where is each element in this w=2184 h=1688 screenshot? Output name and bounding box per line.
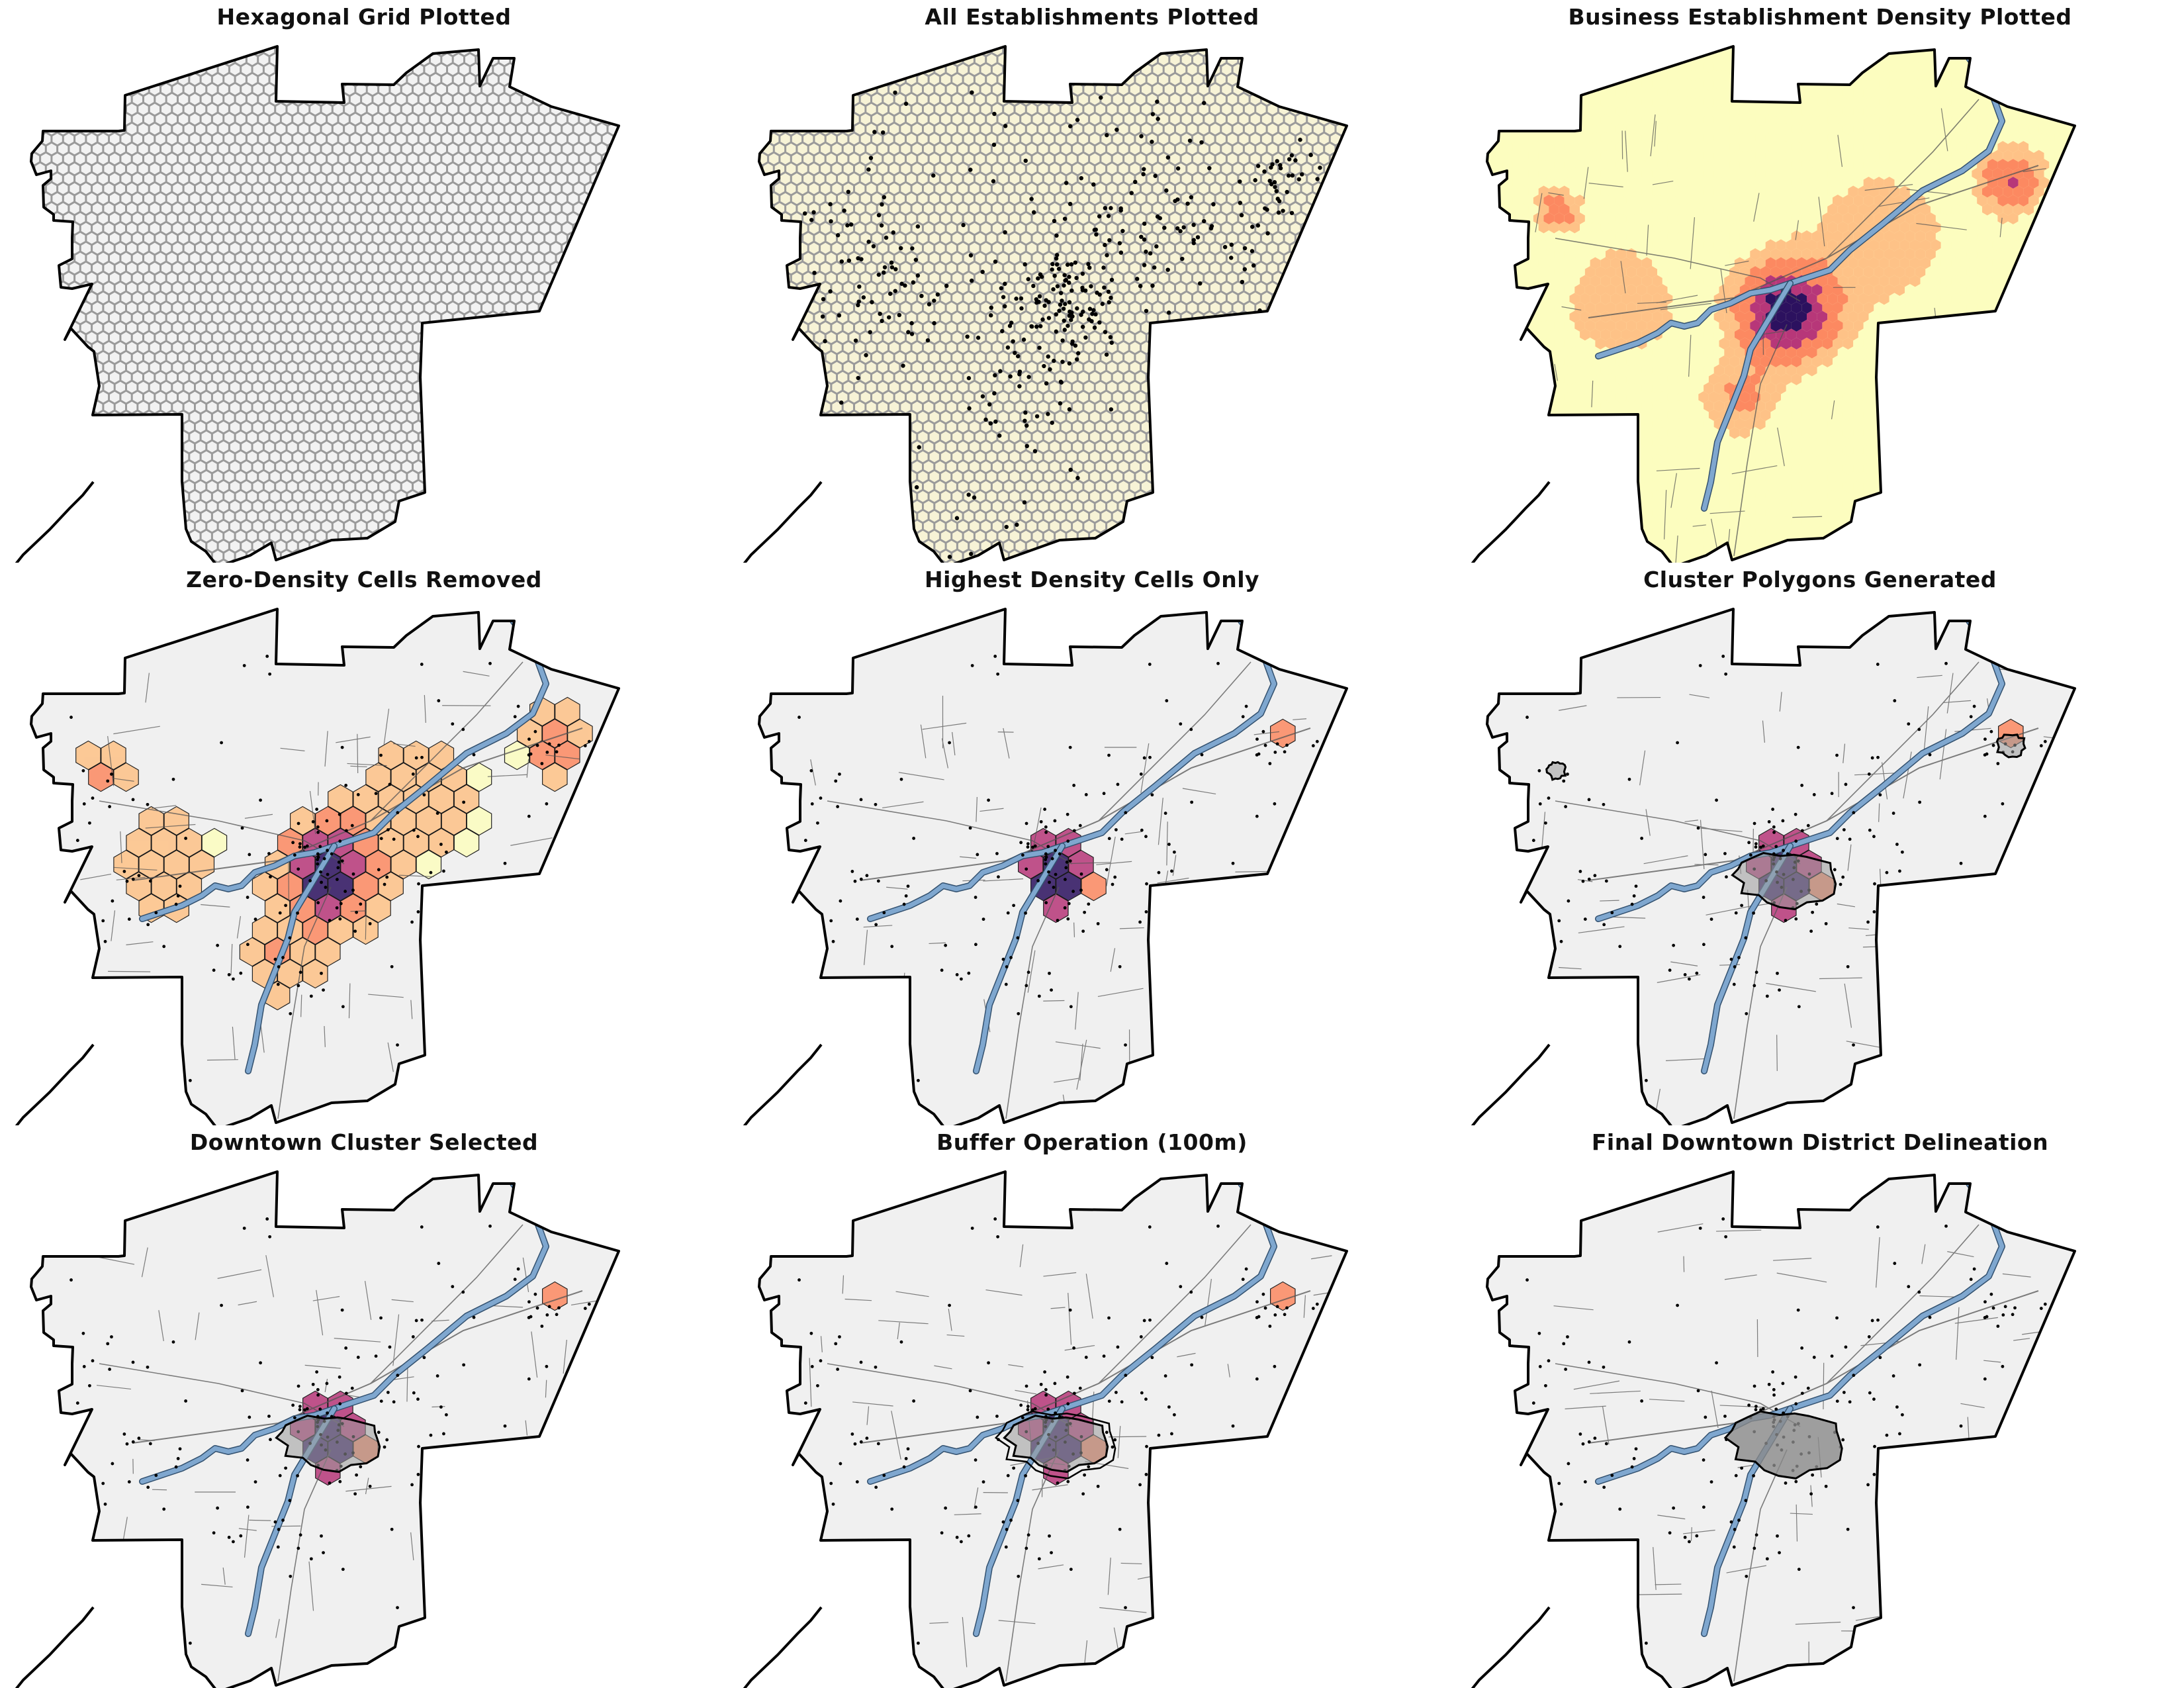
- panel-highest-density: Highest Density Cells Only: [728, 563, 1456, 1125]
- map-cluster-polygons: [1471, 608, 2076, 1125]
- rail-spur: [15, 1043, 95, 1125]
- downtown-district: [1723, 1410, 1843, 1479]
- rail-spur: [1471, 481, 1551, 563]
- rail-spur: [15, 1606, 95, 1688]
- road-network: [1535, 99, 2046, 563]
- rail-spur: [743, 1043, 823, 1125]
- rail-spur: [743, 481, 823, 563]
- panel-buffer-operation: Buffer Operation (100m): [728, 1125, 1456, 1688]
- panel-title: All Establishments Plotted: [925, 4, 1259, 30]
- panel-hexagonal-grid: Hexagonal Grid Plotted: [0, 0, 728, 563]
- panel-title: Final Downtown District Delineation: [1591, 1129, 2049, 1155]
- panel-title: Hexagonal Grid Plotted: [216, 4, 512, 30]
- panel-title: Zero-Density Cells Removed: [186, 567, 542, 592]
- river: [139, 618, 549, 1074]
- town-boundary: [758, 608, 1348, 1125]
- map-density: [1471, 45, 2076, 563]
- panel-final-delineation: Final Downtown District Delineation: [1456, 1125, 2184, 1688]
- town-boundary: [1486, 45, 2076, 563]
- town-boundary: [1486, 1170, 2076, 1688]
- panel-density: Business Establishment Density Plotted: [1456, 0, 2184, 563]
- cluster-polygons: [275, 1415, 381, 1474]
- map-downtown-selected: [15, 1170, 620, 1688]
- map-all-establishments: [743, 45, 1348, 563]
- rail-spur: [1471, 1043, 1551, 1125]
- cluster-polygons: [1545, 733, 2026, 911]
- establishment-points: [802, 90, 1322, 559]
- town-boundary: [1486, 608, 2076, 1125]
- road-network: [1553, 1223, 2073, 1682]
- panel-title: Business Establishment Density Plotted: [1568, 4, 2072, 30]
- panel-all-establishments: All Establishments Plotted: [728, 0, 1456, 563]
- rail-spur: [743, 1606, 823, 1688]
- town-boundary: [30, 608, 620, 1125]
- town-boundary: [30, 1170, 620, 1688]
- establishment-points: [797, 655, 1319, 1082]
- road-network: [80, 661, 583, 1119]
- rail-spur: [15, 481, 95, 563]
- town-boundary: [758, 45, 1348, 563]
- panel-title: Cluster Polygons Generated: [1643, 567, 1997, 592]
- panel-title: Downtown Cluster Selected: [189, 1129, 539, 1155]
- rail-spur: [1471, 1606, 1551, 1688]
- map-final-delineation: [1471, 1170, 2076, 1688]
- map-hexagonal-grid: [15, 45, 620, 563]
- map-buffer-operation: [743, 1170, 1348, 1688]
- map-zero-density-removed: [15, 608, 620, 1125]
- river: [867, 618, 1277, 1074]
- panel-downtown-selected: Downtown Cluster Selected: [0, 1125, 728, 1688]
- density-cells: [75, 696, 593, 1011]
- panel-zero-density-removed: Zero-Density Cells Removed: [0, 563, 728, 1125]
- cluster-polygons: [994, 1410, 1116, 1479]
- establishment-points: [69, 655, 591, 1082]
- panel-title: Highest Density Cells Only: [924, 567, 1260, 592]
- town-boundary: [758, 1170, 1348, 1688]
- panel-title: Buffer Operation (100m): [936, 1129, 1248, 1155]
- town-boundary: [30, 45, 620, 563]
- river: [1595, 55, 2005, 512]
- panel-cluster-polygons: Cluster Polygons Generated: [1456, 563, 2184, 1125]
- map-highest-density: [743, 608, 1348, 1125]
